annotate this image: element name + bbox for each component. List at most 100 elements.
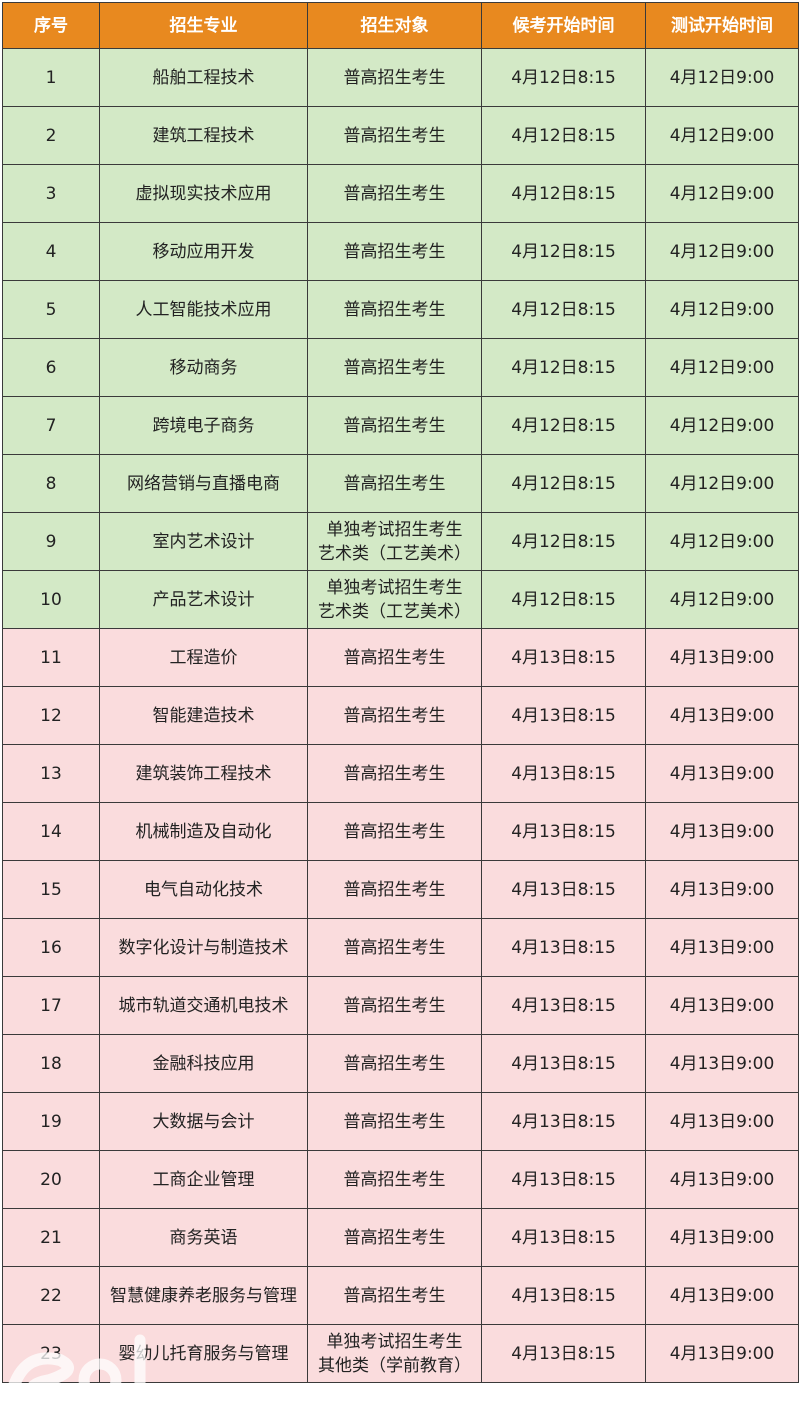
wait-time-cell: 4月12日8:15 bbox=[481, 512, 646, 571]
wait-time-cell: 4月13日8:15 bbox=[481, 628, 646, 687]
major-cell: 跨境电子商务 bbox=[99, 396, 308, 455]
no-cell: 17 bbox=[2, 976, 100, 1035]
wait-time-cell: 4月12日8:15 bbox=[481, 338, 646, 397]
no-cell: 20 bbox=[2, 1150, 100, 1209]
test-time-cell: 4月13日9:00 bbox=[645, 1266, 799, 1325]
table-row: 14 机械制造及自动化 普高招生考生 4月13日8:15 4月13日9:00 bbox=[2, 802, 799, 861]
table-body: 1 船舶工程技术 普高招生考生 4月12日8:15 4月12日9:00 2 建筑工程技术 普高… bbox=[2, 48, 799, 1383]
target-cell: 普高招生考生 bbox=[307, 1208, 482, 1267]
header-no: 序号 bbox=[2, 2, 100, 49]
major-cell: 商务英语 bbox=[99, 1208, 308, 1267]
table-row: 6 移动商务 普高招生考生 4月12日8:15 4月12日9:00 bbox=[2, 338, 799, 397]
wait-time-cell: 4月12日8:15 bbox=[481, 280, 646, 339]
major-cell: 虚拟现实技术应用 bbox=[99, 164, 308, 223]
header-row: 序号 招生专业 招生对象 候考开始时间 测试开始时间 bbox=[2, 2, 799, 49]
target-line-2: 其他类（学前教育） bbox=[318, 1355, 471, 1376]
wait-time-cell: 4月13日8:15 bbox=[481, 802, 646, 861]
wait-time-cell: 4月13日8:15 bbox=[481, 976, 646, 1035]
major-cell: 产品艺术设计 bbox=[99, 570, 308, 629]
table-row: 22 智慧健康养老服务与管理 普高招生考生 4月13日8:15 4月13日9:00 bbox=[2, 1266, 799, 1325]
target-cell: 普高招生考生 bbox=[307, 802, 482, 861]
table-row: 2 建筑工程技术 普高招生考生 4月12日8:15 4月12日9:00 bbox=[2, 106, 799, 165]
target-line-1: 单独考试招生考生 bbox=[326, 519, 463, 540]
wait-time-cell: 4月12日8:15 bbox=[481, 164, 646, 223]
test-time-cell: 4月13日9:00 bbox=[645, 976, 799, 1035]
major-cell: 城市轨道交通机电技术 bbox=[99, 976, 308, 1035]
test-time-cell: 4月12日9:00 bbox=[645, 48, 799, 107]
target-cell: 普高招生考生 bbox=[307, 396, 482, 455]
target-cell: 普高招生考生 bbox=[307, 1150, 482, 1209]
wait-time-cell: 4月13日8:15 bbox=[481, 918, 646, 977]
wait-time-cell: 4月12日8:15 bbox=[481, 396, 646, 455]
table-row: 15 电气自动化技术 普高招生考生 4月13日8:15 4月13日9:00 bbox=[2, 860, 799, 919]
header-wait-time: 候考开始时间 bbox=[481, 2, 646, 49]
target-cell: 普高招生考生 bbox=[307, 164, 482, 223]
target-cell: 普高招生考生 bbox=[307, 976, 482, 1035]
target-cell: 普高招生考生 bbox=[307, 280, 482, 339]
wait-time-cell: 4月13日8:15 bbox=[481, 1208, 646, 1267]
no-cell: 2 bbox=[2, 106, 100, 165]
table-row: 7 跨境电子商务 普高招生考生 4月12日8:15 4月12日9:00 bbox=[2, 396, 799, 455]
major-cell: 金融科技应用 bbox=[99, 1034, 308, 1093]
target-cell: 普高招生考生 bbox=[307, 918, 482, 977]
target-cell: 普高招生考生 bbox=[307, 106, 482, 165]
major-cell: 建筑工程技术 bbox=[99, 106, 308, 165]
test-time-cell: 4月12日9:00 bbox=[645, 222, 799, 281]
major-cell: 智能建造技术 bbox=[99, 686, 308, 745]
test-time-cell: 4月13日9:00 bbox=[645, 1150, 799, 1209]
table-row: 8 网络营销与直播电商 普高招生考生 4月12日8:15 4月12日9:00 bbox=[2, 454, 799, 513]
no-cell: 1 bbox=[2, 48, 100, 107]
test-time-cell: 4月12日9:00 bbox=[645, 338, 799, 397]
wait-time-cell: 4月13日8:15 bbox=[481, 744, 646, 803]
table-row: 17 城市轨道交通机电技术 普高招生考生 4月13日8:15 4月13日9:00 bbox=[2, 976, 799, 1035]
table-row: 21 商务英语 普高招生考生 4月13日8:15 4月13日9:00 bbox=[2, 1208, 799, 1267]
target-cell: 单独考试招生考生 艺术类（工艺美术） bbox=[307, 570, 482, 629]
table-row: 19 大数据与会计 普高招生考生 4月13日8:15 4月13日9:00 bbox=[2, 1092, 799, 1151]
major-cell: 移动商务 bbox=[99, 338, 308, 397]
major-cell: 智慧健康养老服务与管理 bbox=[99, 1266, 308, 1325]
no-cell: 12 bbox=[2, 686, 100, 745]
target-line-1: 单独考试招生考生 bbox=[326, 1331, 463, 1352]
major-cell: 建筑装饰工程技术 bbox=[99, 744, 308, 803]
no-cell: 19 bbox=[2, 1092, 100, 1151]
wait-time-cell: 4月13日8:15 bbox=[481, 686, 646, 745]
major-cell: 婴幼儿托育服务与管理 bbox=[99, 1324, 308, 1383]
no-cell: 13 bbox=[2, 744, 100, 803]
target-cell: 普高招生考生 bbox=[307, 686, 482, 745]
wait-time-cell: 4月13日8:15 bbox=[481, 1266, 646, 1325]
no-cell: 5 bbox=[2, 280, 100, 339]
wait-time-cell: 4月12日8:15 bbox=[481, 454, 646, 513]
no-cell: 18 bbox=[2, 1034, 100, 1093]
wait-time-cell: 4月12日8:15 bbox=[481, 48, 646, 107]
target-cell: 普高招生考生 bbox=[307, 628, 482, 687]
major-cell: 机械制造及自动化 bbox=[99, 802, 308, 861]
test-time-cell: 4月13日9:00 bbox=[645, 1324, 799, 1383]
table-row: 13 建筑装饰工程技术 普高招生考生 4月13日8:15 4月13日9:00 bbox=[2, 744, 799, 803]
test-time-cell: 4月12日9:00 bbox=[645, 106, 799, 165]
test-time-cell: 4月13日9:00 bbox=[645, 1034, 799, 1093]
no-cell: 16 bbox=[2, 918, 100, 977]
major-cell: 人工智能技术应用 bbox=[99, 280, 308, 339]
table-row: 20 工商企业管理 普高招生考生 4月13日8:15 4月13日9:00 bbox=[2, 1150, 799, 1209]
target-line-2: 艺术类（工艺美术） bbox=[318, 543, 471, 564]
target-cell: 单独考试招生考生 其他类（学前教育） bbox=[307, 1324, 482, 1383]
major-cell: 电气自动化技术 bbox=[99, 860, 308, 919]
no-cell: 6 bbox=[2, 338, 100, 397]
table-row: 5 人工智能技术应用 普高招生考生 4月12日8:15 4月12日9:00 bbox=[2, 280, 799, 339]
major-cell: 船舶工程技术 bbox=[99, 48, 308, 107]
wait-time-cell: 4月12日8:15 bbox=[481, 106, 646, 165]
target-cell: 普高招生考生 bbox=[307, 48, 482, 107]
major-cell: 移动应用开发 bbox=[99, 222, 308, 281]
no-cell: 23 bbox=[2, 1324, 100, 1383]
major-cell: 室内艺术设计 bbox=[99, 512, 308, 571]
target-cell: 单独考试招生考生 艺术类（工艺美术） bbox=[307, 512, 482, 571]
no-cell: 7 bbox=[2, 396, 100, 455]
wait-time-cell: 4月12日8:15 bbox=[481, 222, 646, 281]
test-time-cell: 4月12日9:00 bbox=[645, 280, 799, 339]
no-cell: 14 bbox=[2, 802, 100, 861]
target-line-1: 单独考试招生考生 bbox=[326, 577, 463, 598]
target-cell: 普高招生考生 bbox=[307, 1034, 482, 1093]
table-row: 16 数字化设计与制造技术 普高招生考生 4月13日8:15 4月13日9:00 bbox=[2, 918, 799, 977]
no-cell: 10 bbox=[2, 570, 100, 629]
target-cell: 普高招生考生 bbox=[307, 1266, 482, 1325]
